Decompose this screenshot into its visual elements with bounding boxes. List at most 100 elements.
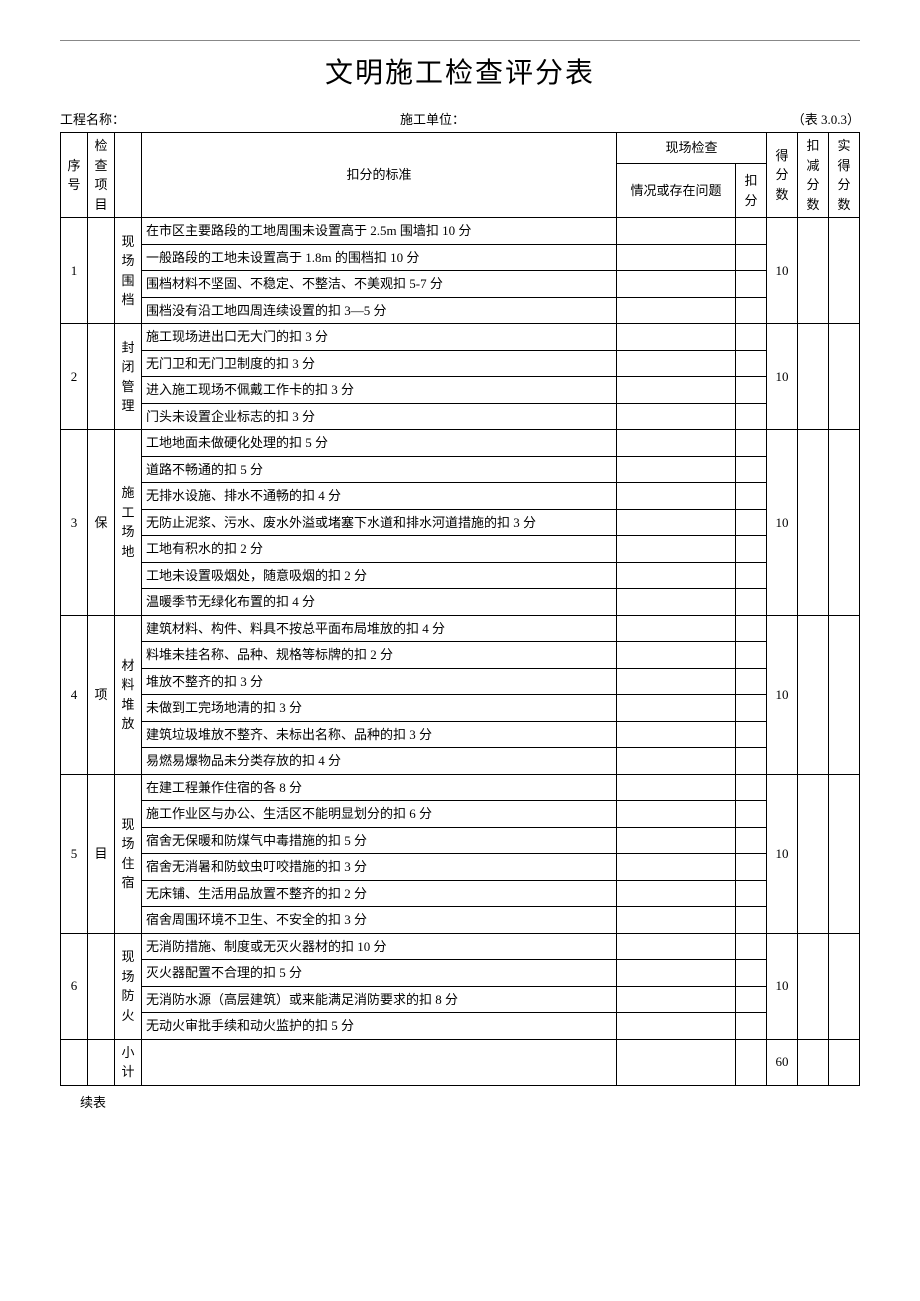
table-row: 门头未设置企业标志的扣 3 分 — [61, 403, 860, 430]
actual-pts-cell — [829, 218, 860, 324]
deduct-cell — [736, 589, 767, 616]
situation-cell — [616, 695, 735, 722]
score-cell: 10 — [767, 430, 798, 616]
situation-cell — [616, 324, 735, 351]
row-num: 1 — [61, 218, 88, 324]
table-row: 1现场围档在市区主要路段的工地周围未设置高于 2.5m 围墙扣 10 分10 — [61, 218, 860, 245]
situation-cell — [616, 748, 735, 775]
deduct-cell — [736, 562, 767, 589]
hdr-score-pts: 得分数 — [767, 133, 798, 218]
hdr-situation: 情况或存在问题 — [616, 164, 735, 218]
table-row: 无动火审批手续和动火监护的扣 5 分 — [61, 1013, 860, 1040]
deduct-cell — [736, 403, 767, 430]
criteria-cell: 宿舍周围环境不卫生、不安全的扣 3 分 — [142, 907, 617, 934]
deduct-cell — [736, 774, 767, 801]
deduct-cell — [736, 430, 767, 457]
subtotal-situation — [616, 1039, 735, 1085]
criteria-cell: 无消防水源（高层建筑）或来能满足消防要求的扣 8 分 — [142, 986, 617, 1013]
group-label — [88, 933, 115, 1039]
score-cell: 10 — [767, 218, 798, 324]
table-row: 工地未设置吸烟处，随意吸烟的扣 2 分 — [61, 562, 860, 589]
situation-cell — [616, 1013, 735, 1040]
score-cell: 10 — [767, 615, 798, 774]
check-item: 封闭管理 — [115, 324, 142, 430]
row-num: 3 — [61, 430, 88, 616]
check-item: 材料堆放 — [115, 615, 142, 774]
situation-cell — [616, 615, 735, 642]
deduct-cell — [736, 297, 767, 324]
table-row: 2封闭管理施工现场进出口无大门的扣 3 分10 — [61, 324, 860, 351]
situation-cell — [616, 403, 735, 430]
situation-cell — [616, 721, 735, 748]
criteria-cell: 门头未设置企业标志的扣 3 分 — [142, 403, 617, 430]
table-row: 建筑垃圾堆放不整齐、未标出名称、品种的扣 3 分 — [61, 721, 860, 748]
table-row: 一般路段的工地未设置高于 1.8m 的围档扣 10 分 — [61, 244, 860, 271]
criteria-cell: 施工现场进出口无大门的扣 3 分 — [142, 324, 617, 351]
criteria-cell: 建筑材料、构件、料具不按总平面布局堆放的扣 4 分 — [142, 615, 617, 642]
page-title: 文明施工检查评分表 — [60, 51, 860, 91]
situation-cell — [616, 933, 735, 960]
group-label: 目 — [88, 774, 115, 933]
situation-cell — [616, 536, 735, 563]
subtotal-actual-pts — [829, 1039, 860, 1085]
deduct-pts-cell — [798, 774, 829, 933]
deduct-cell — [736, 907, 767, 934]
deduct-cell — [736, 324, 767, 351]
score-cell: 10 — [767, 933, 798, 1039]
actual-pts-cell — [829, 615, 860, 774]
project-label: 工程名称： — [60, 109, 400, 128]
situation-cell — [616, 483, 735, 510]
top-rule — [60, 40, 860, 41]
situation-cell — [616, 509, 735, 536]
check-item: 施工场地 — [115, 430, 142, 616]
deduct-pts-cell — [798, 218, 829, 324]
criteria-cell: 宿舍无保暖和防煤气中毒措施的扣 5 分 — [142, 827, 617, 854]
score-cell: 10 — [767, 324, 798, 430]
table-row: 灭火器配置不合理的扣 5 分 — [61, 960, 860, 987]
deduct-cell — [736, 615, 767, 642]
subtotal-row: 小计60 — [61, 1039, 860, 1085]
table-row: 料堆未挂名称、品种、规格等标牌的扣 2 分 — [61, 642, 860, 669]
table-row: 4项材料堆放建筑材料、构件、料具不按总平面布局堆放的扣 4 分10 — [61, 615, 860, 642]
actual-pts-cell — [829, 774, 860, 933]
actual-pts-cell — [829, 324, 860, 430]
hdr-deduct-pts: 扣减分数 — [798, 133, 829, 218]
criteria-cell: 工地未设置吸烟处，随意吸烟的扣 2 分 — [142, 562, 617, 589]
subtotal-criteria — [142, 1039, 617, 1085]
hdr-deduct-standard: 扣分的标准 — [142, 133, 617, 218]
group-label — [88, 324, 115, 430]
table-row: 温暖季节无绿化布置的扣 4 分 — [61, 589, 860, 616]
deduct-pts-cell — [798, 430, 829, 616]
deduct-cell — [736, 748, 767, 775]
row-num: 6 — [61, 933, 88, 1039]
criteria-cell: 堆放不整齐的扣 3 分 — [142, 668, 617, 695]
criteria-cell: 料堆未挂名称、品种、规格等标牌的扣 2 分 — [142, 642, 617, 669]
unit-label: 施工单位： — [400, 109, 740, 128]
deduct-cell — [736, 350, 767, 377]
subtotal-deduct — [736, 1039, 767, 1085]
deduct-pts-cell — [798, 615, 829, 774]
meta-row: 工程名称： 施工单位： （表 3.0.3） — [60, 109, 860, 128]
deduct-pts-cell — [798, 933, 829, 1039]
criteria-cell: 未做到工完场地清的扣 3 分 — [142, 695, 617, 722]
deduct-cell — [736, 244, 767, 271]
criteria-cell: 在市区主要路段的工地周围未设置高于 2.5m 围墙扣 10 分 — [142, 218, 617, 245]
deduct-cell — [736, 536, 767, 563]
situation-cell — [616, 986, 735, 1013]
row-num: 5 — [61, 774, 88, 933]
situation-cell — [616, 562, 735, 589]
deduct-cell — [736, 456, 767, 483]
deduct-cell — [736, 960, 767, 987]
criteria-cell: 进入施工现场不佩戴工作卡的扣 3 分 — [142, 377, 617, 404]
deduct-cell — [736, 483, 767, 510]
criteria-cell: 无床铺、生活用品放置不整齐的扣 2 分 — [142, 880, 617, 907]
table-row: 宿舍无消暑和防蚊虫叮咬措施的扣 3 分 — [61, 854, 860, 881]
situation-cell — [616, 960, 735, 987]
deduct-cell — [736, 986, 767, 1013]
situation-cell — [616, 297, 735, 324]
hdr-check-item-spacer — [115, 133, 142, 218]
hdr-onsite: 现场检查 — [616, 133, 766, 164]
check-item: 现场住宿 — [115, 774, 142, 933]
table-row: 无排水设施、排水不通畅的扣 4 分 — [61, 483, 860, 510]
row-num: 2 — [61, 324, 88, 430]
